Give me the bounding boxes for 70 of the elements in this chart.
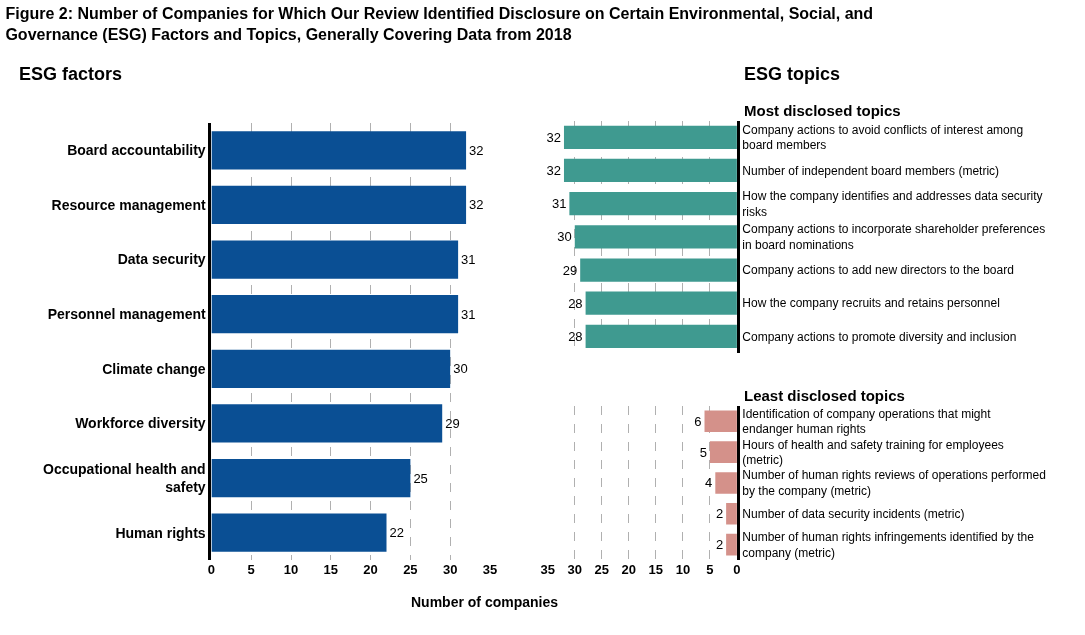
data-label: 22 (389, 525, 404, 541)
data-label: 30 (453, 361, 468, 377)
y-tick-label: How the company identifies and addresses data security risks (742, 189, 1043, 219)
x-tick-label: 5 (247, 562, 255, 577)
x-tick-label: 20 (621, 562, 637, 577)
bar (211, 185, 467, 225)
y-tick-label: Number of human rights infringements identified by the company (metric) (742, 529, 1035, 560)
y-tick-label: Company actions to add new directors to the board (742, 263, 1014, 278)
bar (211, 404, 443, 443)
y-tick-label: Data security (117, 251, 206, 268)
x-tick-label: 0 (733, 562, 741, 577)
bar (211, 349, 451, 388)
y-tick-label: Number of human rights reviews of operations performed by the company (metric) (742, 468, 1046, 498)
bar (211, 513, 387, 552)
x-axis-title: Number of companies (411, 594, 559, 610)
data-label: 32 (546, 129, 561, 145)
data-label: 32 (546, 162, 561, 178)
y-tick-label: How the company recruits and retains personnel (742, 296, 1000, 311)
text: ESG topics (744, 64, 841, 84)
x-tick-label: 35 (482, 562, 498, 577)
x-tick-label: 25 (594, 562, 610, 577)
text: Most disclosed topics (744, 102, 901, 119)
data-label: 30 (557, 229, 572, 245)
data-label: 28 (568, 295, 583, 311)
y-tick-label: Workforce diversity (75, 415, 206, 432)
data-label: 31 (461, 252, 476, 268)
y-tick-label: Identification of company operations that might endanger human rights (742, 406, 992, 437)
x-tick-label: 15 (648, 562, 664, 577)
x-tick-label: 0 (207, 562, 216, 577)
x-tick-label: 35 (540, 562, 555, 577)
bar (211, 458, 411, 498)
data-label: 4 (705, 475, 713, 491)
data-label: 32 (469, 197, 484, 213)
bar (211, 295, 459, 334)
x-tick-label: 5 (706, 562, 714, 577)
y-tick-label: Occupational health and safety (43, 460, 206, 496)
x-tick-label: 20 (363, 562, 378, 577)
x-tick-label: 30 (442, 562, 458, 577)
x-tick-label: 30 (567, 562, 583, 577)
data-label: 31 (551, 196, 567, 212)
x-tick-label: 25 (403, 562, 418, 577)
data-label: 29 (445, 415, 460, 431)
y-tick-label: Resource management (51, 196, 206, 213)
data-label: 6 (694, 413, 702, 429)
y-tick-label: Number of data security incidents (metric) (742, 506, 965, 521)
data-label: 2 (715, 537, 724, 553)
data-label: 32 (469, 142, 484, 158)
text: Least disclosed topics (744, 387, 905, 404)
x-tick-label: 10 (675, 562, 691, 577)
data-label: 25 (413, 470, 428, 486)
data-label: 2 (715, 506, 724, 522)
data-label: 31 (461, 306, 476, 322)
y-tick-label: Company actions to avoid conflicts of interest among board members (742, 122, 1024, 153)
bar (211, 131, 467, 170)
chart-subtitle: ESG factors (19, 64, 123, 84)
data-label: 29 (562, 262, 578, 278)
chart-title: Figure 2: Number of Companies for Which Our Review Identified Disclosure on Certain Environmental, Social, and Governance (ESG) Factors and Topics, Generally Covering Data from 2018 (5, 5, 874, 43)
y-tick-label: Human rights (115, 524, 206, 541)
bar (211, 240, 459, 279)
y-tick-label: Company actions to incorporate shareholder preferences in board nominations (742, 222, 1046, 252)
y-tick-label: Climate change (102, 360, 206, 377)
data-label: 28 (568, 328, 583, 344)
x-tick-label: 15 (323, 562, 339, 577)
y-tick-label: Number of independent board members (metric) (742, 163, 1000, 178)
y-tick-label: Personnel management (47, 306, 206, 323)
y-tick-label: Board accountability (67, 142, 206, 159)
y-tick-label: Company actions to promote diversity and inclusion (742, 329, 1017, 344)
y-tick-label: Hours of health and safety training for employees (metric) (742, 437, 1004, 468)
data-label: 5 (699, 444, 707, 460)
x-tick-label: 10 (283, 562, 299, 577)
